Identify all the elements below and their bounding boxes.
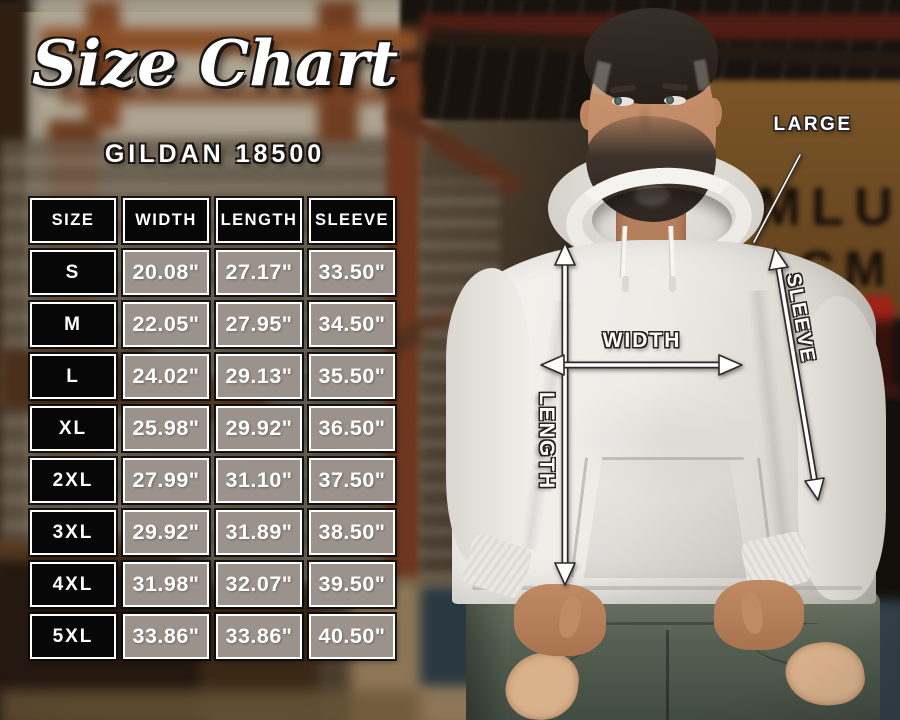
size-table: SIZE WIDTH LENGTH SLEEVE S 20.08" 27.17"… (30, 198, 395, 659)
sleeve-value-cell: 35.50" (309, 354, 395, 399)
length-value-cell: 27.95" (216, 302, 302, 347)
sleeve-value-cell: 37.50" (309, 458, 395, 503)
width-value-cell: 20.08" (123, 250, 209, 295)
width-value-cell: 29.92" (123, 510, 209, 555)
size-label-cell: XL (30, 406, 116, 451)
width-value-cell: 25.98" (123, 406, 209, 451)
size-label-cell: 2XL (30, 458, 116, 503)
sleeve-value-cell: 38.50" (309, 510, 395, 555)
length-arrowhead-top (554, 242, 576, 266)
size-label-cell: S (30, 250, 116, 295)
width-value-cell: 22.05" (123, 302, 209, 347)
sleeve-value-cell: 39.50" (309, 562, 395, 607)
width-value-cell: 27.99" (123, 458, 209, 503)
col-header-length: LENGTH (216, 198, 302, 243)
width-value-cell: 33.86" (123, 614, 209, 659)
length-value-cell: 27.17" (216, 250, 302, 295)
width-value-cell: 24.02" (123, 354, 209, 399)
size-label-cell: L (30, 354, 116, 399)
col-header-size: SIZE (30, 198, 116, 243)
sleeve-arrowhead-bottom (804, 477, 825, 501)
size-label-cell: 5XL (30, 614, 116, 659)
length-arrowhead-bottom (554, 562, 576, 586)
length-value-cell: 32.07" (216, 562, 302, 607)
width-measure-label: WIDTH (602, 329, 682, 352)
col-header-width: WIDTH (123, 198, 209, 243)
page-title: Size Chart (31, 26, 399, 100)
length-value-cell: 31.89" (216, 510, 302, 555)
product-name: GILDAN 18500 (104, 140, 326, 168)
sleeve-value-cell: 36.50" (309, 406, 395, 451)
size-label-cell: M (30, 302, 116, 347)
length-value-cell: 31.10" (216, 458, 302, 503)
length-measure-label: LENGTH (535, 391, 558, 491)
size-label-cell: 3XL (30, 510, 116, 555)
length-value-cell: 33.86" (216, 614, 302, 659)
length-value-cell: 29.13" (216, 354, 302, 399)
sleeve-value-cell: 33.50" (309, 250, 395, 295)
width-arrowhead-right (718, 354, 743, 376)
width-arrowhead-left (540, 354, 565, 376)
large-leader-line (753, 154, 801, 243)
length-value-cell: 29.92" (216, 406, 302, 451)
size-callout-label: LARGE (773, 114, 853, 135)
sleeve-value-cell: 40.50" (309, 614, 395, 659)
sleeve-value-cell: 34.50" (309, 302, 395, 347)
size-label-cell: 4XL (30, 562, 116, 607)
col-header-sleeve: SLEEVE (309, 198, 395, 243)
width-value-cell: 31.98" (123, 562, 209, 607)
